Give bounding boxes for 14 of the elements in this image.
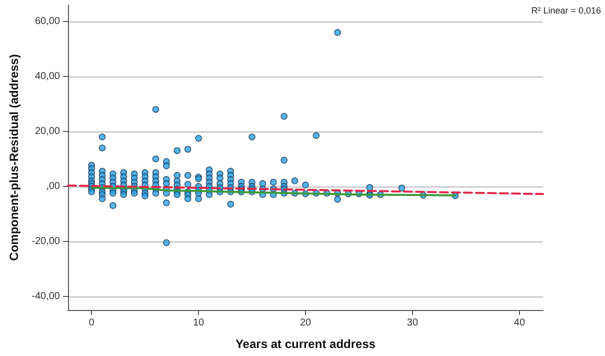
- x-tick-label: 10: [192, 318, 205, 328]
- x-axis-title: Years at current address: [235, 337, 376, 351]
- x-tick-label: 20: [300, 318, 312, 328]
- annotation: R² Linear = 0,016: [531, 6, 602, 16]
- x-tick-label: 0: [88, 318, 95, 328]
- x-tick-label: 40: [514, 318, 526, 328]
- y-tick-label: 60,00: [34, 16, 60, 27]
- y-tick-label: -20,00: [32, 236, 60, 247]
- y-tick-label: 20,00: [34, 126, 60, 137]
- y-tick-label: ,00: [46, 180, 60, 192]
- y-tick-label: -40,00: [32, 290, 60, 302]
- x-tick-label: 30: [406, 318, 418, 328]
- y-tick-label: 40,00: [34, 70, 60, 82]
- y-axis-title: Component-plus-Residual (address): [7, 54, 21, 261]
